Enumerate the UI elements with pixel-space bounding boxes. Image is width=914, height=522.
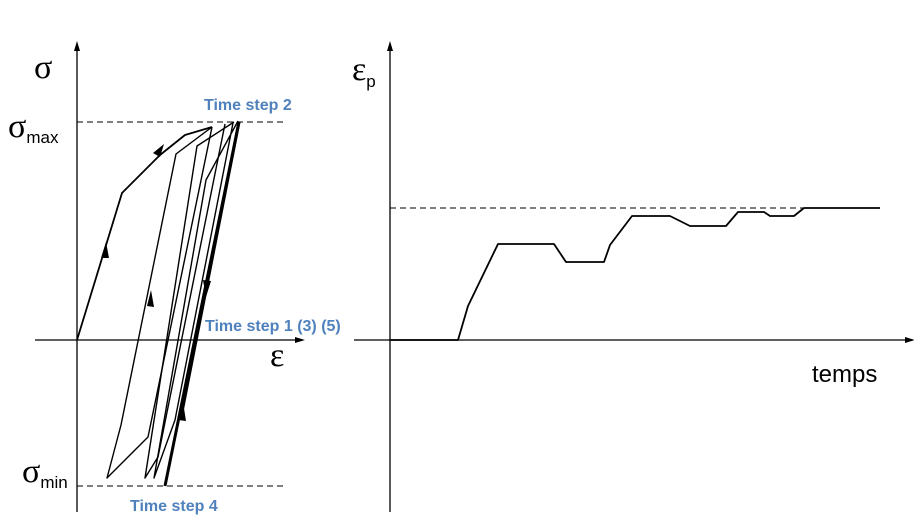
epsilon-axis-label: ε [270,337,284,374]
time-step-4-annotation: Time step 4 [130,498,218,515]
plastic-strain-curve [390,207,880,341]
time-step-1-3-5-annotation: Time step 1 (3) (5) [205,318,341,335]
arrowhead-reloading [178,402,186,421]
time-step-2-annotation: Time step 2 [204,97,292,114]
sigma-axis-label: σ [34,49,52,86]
unloading-branch-1 [106,126,213,479]
sigma-min-label: σmin [22,453,68,492]
epsilon-p-axis-label: εp [352,51,376,91]
arrowhead-loading-upper [153,144,164,157]
cycle-branch-3 [153,120,239,479]
arrowhead-cycle-2 [147,290,154,307]
time-axis-label: temps [812,361,877,388]
final-loading-branch [163,121,241,487]
arrowhead-unloading [203,280,211,297]
arrowhead-loading-lower [101,242,109,258]
plastic-strain-diagram: εp temps [352,41,914,512]
cycle-branch-2 [144,121,235,479]
stress-strain-diagram: σ ε σmax σmin Time step 2 Time step 1 (3… [8,41,341,515]
sigma-max-label: σmax [8,108,59,147]
